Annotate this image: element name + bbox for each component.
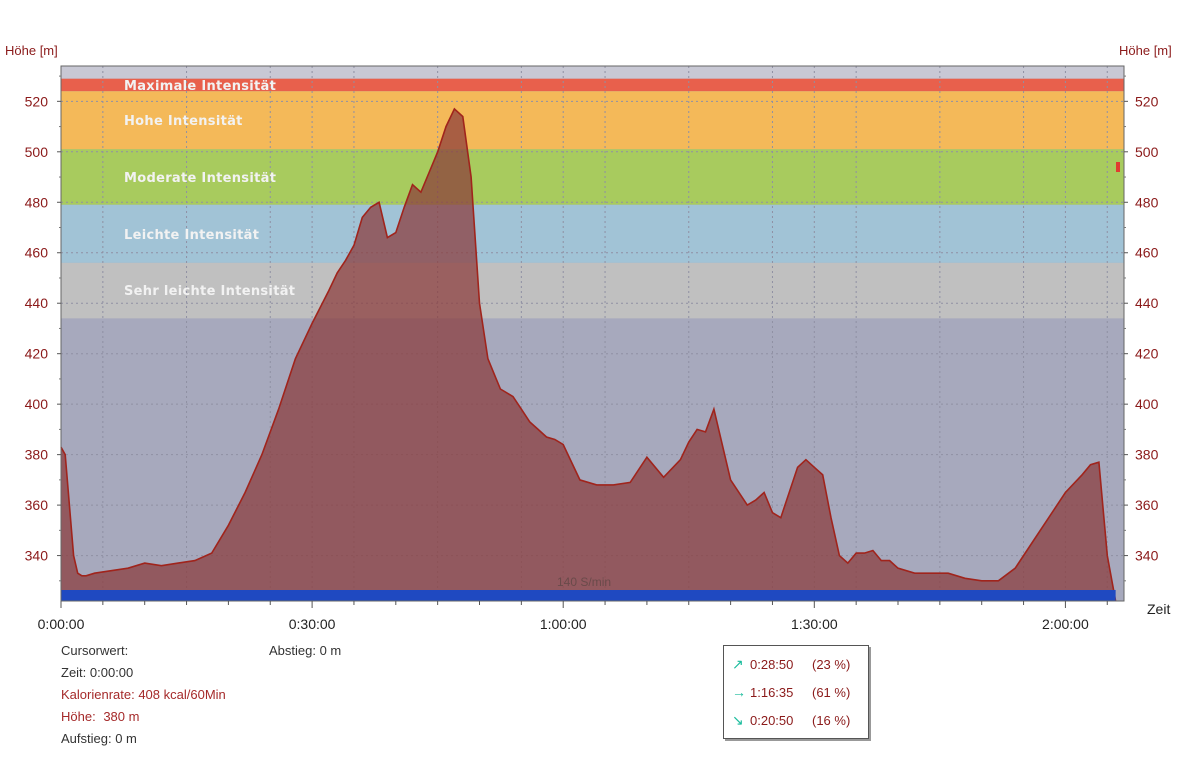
summary-time: 1:16:35 <box>750 684 794 700</box>
height-value: 380 m <box>103 709 140 724</box>
zone-label: Moderate Intensität <box>124 171 276 186</box>
intensity-zone <box>61 262 1124 319</box>
intensity-zone <box>61 149 1124 205</box>
y-tick-label-left: 520 <box>25 93 49 109</box>
intensity-zone <box>61 78 1124 92</box>
y-tick-label-right: 340 <box>1135 548 1159 564</box>
y-tick-label-right: 400 <box>1135 396 1159 412</box>
y-tick-label-left: 460 <box>25 245 49 261</box>
summary-percent: (16 %) <box>812 712 851 728</box>
x-tick-label: 0:00:00 <box>38 616 85 632</box>
y-tick-label-right: 460 <box>1135 245 1159 261</box>
y-tick-label-right: 420 <box>1135 346 1159 362</box>
zone-label: Maximale Intensität <box>124 79 276 94</box>
x-tick-label: 1:00:00 <box>540 616 587 632</box>
cadence-label: 140 S/min <box>557 575 611 589</box>
cursor-time: Zeit: 0:00:00 <box>61 665 134 680</box>
y-axis-title-left: Höhe [m] <box>5 43 58 58</box>
zone-label: Hohe Intensität <box>124 114 243 129</box>
summary-row-downhill: ↘ 0:20:50 (16 %) <box>732 711 850 729</box>
summary-time: 0:20:50 <box>750 712 794 728</box>
position-marker <box>1116 162 1120 172</box>
y-tick-label-right: 500 <box>1135 144 1159 160</box>
height-label: Höhe: <box>61 709 96 724</box>
y-tick-label-right: 480 <box>1135 194 1159 210</box>
y-tick-label-right: 360 <box>1135 497 1159 513</box>
y-tick-label-left: 340 <box>25 548 49 564</box>
top-band <box>61 66 1124 79</box>
x-tick-label: 1:30:00 <box>791 616 838 632</box>
y-tick-label-left: 500 <box>25 144 49 160</box>
calorie-rate: Kalorienrate: 408 kcal/60Min <box>61 687 226 702</box>
y-tick-label-left: 380 <box>25 447 49 463</box>
cursor-label: Cursorwert: <box>61 643 129 658</box>
y-tick-label-right: 380 <box>1135 447 1159 463</box>
cadence-bar <box>61 590 1116 601</box>
arrow-up-right-icon: ↗ <box>732 655 744 672</box>
x-tick-label: 2:00:00 <box>1042 616 1089 632</box>
y-tick-label-left: 440 <box>25 295 49 311</box>
y-tick-label-right: 520 <box>1135 93 1159 109</box>
x-axis-title: Zeit <box>1147 601 1170 617</box>
summary-row-uphill: ↗ 0:28:50 (23 %) <box>732 655 850 673</box>
elevation-area <box>61 108 1116 602</box>
height-readout: Höhe: 380 m <box>61 709 139 724</box>
slope-summary-box: ↗ 0:28:50 (23 %) → 1:16:35 (61 %) ↘ 0:20… <box>723 645 869 739</box>
y-tick-label-left: 480 <box>25 194 49 210</box>
zone-label: Leichte Intensität <box>124 228 259 243</box>
y-tick-label-left: 420 <box>25 346 49 362</box>
summary-percent: (61 %) <box>812 684 851 700</box>
ascent: Aufstieg: 0 m <box>61 731 137 746</box>
x-tick-label: 0:30:00 <box>289 616 336 632</box>
summary-percent: (23 %) <box>812 656 851 672</box>
summary-row-flat: → 1:16:35 (61 %) <box>732 683 850 701</box>
y-tick-label-left: 360 <box>25 497 49 513</box>
zone-label: Sehr leichte Intensität <box>124 284 295 299</box>
arrow-down-right-icon: ↘ <box>732 711 744 728</box>
descent: Abstieg: 0 m <box>269 643 342 658</box>
arrow-right-icon: → <box>732 684 746 700</box>
y-tick-label-left: 400 <box>25 396 49 412</box>
plot-frame <box>60 65 1125 602</box>
summary-time: 0:28:50 <box>750 656 794 672</box>
y-tick-label-right: 440 <box>1135 295 1159 311</box>
y-axis-title-right: Höhe [m] <box>1119 43 1172 58</box>
elevation-line <box>60 107 1117 602</box>
